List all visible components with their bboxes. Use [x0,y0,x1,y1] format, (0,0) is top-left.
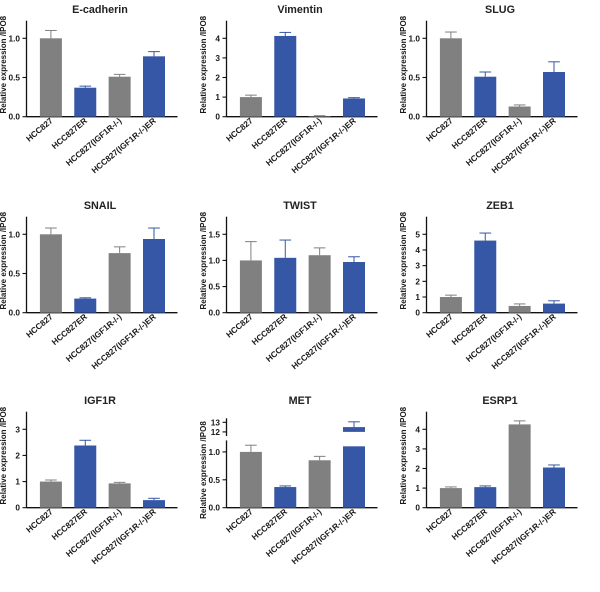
svg-text:0: 0 [215,112,220,122]
svg-text:0.0: 0.0 [8,112,20,122]
svg-text:Relative expression /IPO8: Relative expression /IPO8 [399,407,408,505]
svg-text:Relative expression /IPO8: Relative expression /IPO8 [399,211,408,309]
svg-text:0.5: 0.5 [8,268,20,278]
svg-text:3: 3 [215,53,220,63]
svg-text:3: 3 [415,444,420,454]
svg-text:1: 1 [215,92,220,102]
svg-text:0.5: 0.5 [208,475,220,485]
svg-text:4: 4 [215,33,220,43]
svg-text:0.5: 0.5 [408,72,420,82]
svg-text:HCC827: HCC827 [424,115,455,143]
svg-text:Relative expression /IPO8: Relative expression /IPO8 [0,407,8,505]
svg-text:0.5: 0.5 [208,281,220,291]
svg-text:3: 3 [15,425,20,435]
svg-text:1.0: 1.0 [208,447,220,457]
svg-text:HCC827: HCC827 [224,115,255,143]
svg-text:0: 0 [415,503,420,513]
svg-text:Relative expression /IPO8: Relative expression /IPO8 [199,15,208,113]
svg-text:HCC827: HCC827 [424,311,455,339]
svg-text:HCC827(IGF1R-/-)ER: HCC827(IGF1R-/-)ER [289,311,357,371]
svg-text:E-cadherin: E-cadherin [72,4,128,16]
svg-text:Relative expression /IPO8: Relative expression /IPO8 [0,211,8,309]
svg-text:HCC827(IGF1R-/-)ER: HCC827(IGF1R-/-)ER [289,507,357,567]
svg-text:Relative expression /IPO8: Relative expression /IPO8 [199,421,208,519]
svg-text:1.0: 1.0 [208,255,220,265]
svg-text:2: 2 [215,72,220,82]
svg-text:ZEB1: ZEB1 [486,200,514,212]
svg-text:12: 12 [211,427,221,437]
svg-text:ESRP1: ESRP1 [482,395,517,407]
svg-text:1.0: 1.0 [8,33,20,43]
svg-text:Relative expression /IPO8: Relative expression /IPO8 [399,15,408,113]
svg-text:4: 4 [415,425,420,435]
svg-text:HCC827(IGF1R-/-)ER: HCC827(IGF1R-/-)ER [89,116,157,176]
svg-text:1: 1 [15,477,20,487]
svg-text:Relative expression /IPO8: Relative expression /IPO8 [199,211,208,309]
svg-text:HCC827: HCC827 [224,507,255,535]
svg-text:0.0: 0.0 [208,307,220,317]
svg-text:HCC827: HCC827 [24,115,55,143]
svg-text:0: 0 [415,307,420,317]
svg-text:HCC827(IGF1R-/-)ER: HCC827(IGF1R-/-)ER [489,116,557,176]
svg-text:13: 13 [211,418,221,428]
svg-text:HCC827: HCC827 [24,311,55,339]
svg-text:2: 2 [415,276,420,286]
svg-text:HCC827(IGF1R-/-)ER: HCC827(IGF1R-/-)ER [89,311,157,371]
svg-text:HCC827: HCC827 [224,311,255,339]
svg-text:2: 2 [415,464,420,474]
svg-text:HCC827: HCC827 [24,507,55,535]
svg-text:5: 5 [415,229,420,239]
svg-text:HCC827(IGF1R-/-)ER: HCC827(IGF1R-/-)ER [89,507,157,567]
svg-text:0.5: 0.5 [8,72,20,82]
svg-text:1.0: 1.0 [408,33,420,43]
svg-text:HCC827(IGF1R-/-)ER: HCC827(IGF1R-/-)ER [489,311,557,371]
svg-text:HCC827(IGF1R-/-)ER: HCC827(IGF1R-/-)ER [489,507,557,567]
svg-text:1.5: 1.5 [208,229,220,239]
svg-text:2: 2 [15,451,20,461]
svg-text:SNAIL: SNAIL [84,200,117,212]
svg-text:0.0: 0.0 [408,112,420,122]
svg-text:IGF1R: IGF1R [84,395,116,407]
svg-text:TWIST: TWIST [283,200,317,212]
svg-text:Relative expression /IPO8: Relative expression /IPO8 [0,15,8,113]
svg-text:4: 4 [415,245,420,255]
svg-text:SLUG: SLUG [485,4,515,16]
svg-text:0.0: 0.0 [208,503,220,513]
svg-text:MET: MET [289,395,312,407]
svg-text:1: 1 [415,483,420,493]
svg-text:HCC827(IGF1R-/-)ER: HCC827(IGF1R-/-)ER [289,116,357,176]
svg-text:3: 3 [415,260,420,270]
svg-text:1.0: 1.0 [8,229,20,239]
svg-text:HCC827: HCC827 [424,507,455,535]
svg-text:0: 0 [15,503,20,513]
svg-text:0.0: 0.0 [8,307,20,317]
svg-text:1: 1 [415,292,420,302]
svg-text:Vimentin: Vimentin [277,4,322,16]
